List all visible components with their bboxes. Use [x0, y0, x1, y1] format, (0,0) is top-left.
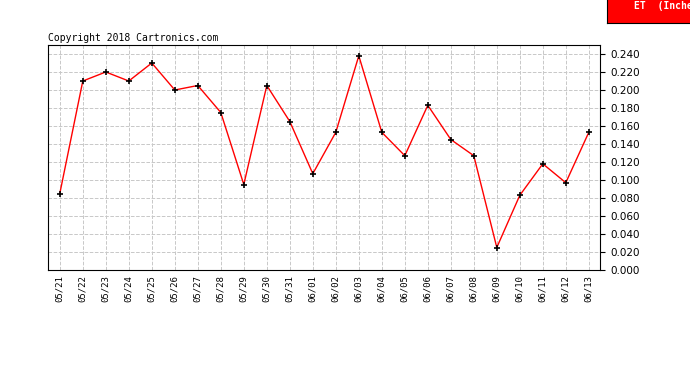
Text: Copyright 2018 Cartronics.com: Copyright 2018 Cartronics.com: [48, 33, 219, 43]
